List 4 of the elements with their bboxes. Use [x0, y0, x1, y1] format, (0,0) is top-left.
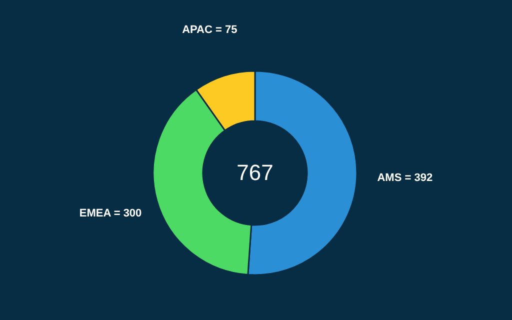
text: 767 [236, 160, 274, 185]
slice-label: EMEA = 300 [79, 207, 142, 220]
slice-label: AMS = 392 [377, 172, 433, 184]
slice-label: APAC = 75 [182, 24, 238, 36]
